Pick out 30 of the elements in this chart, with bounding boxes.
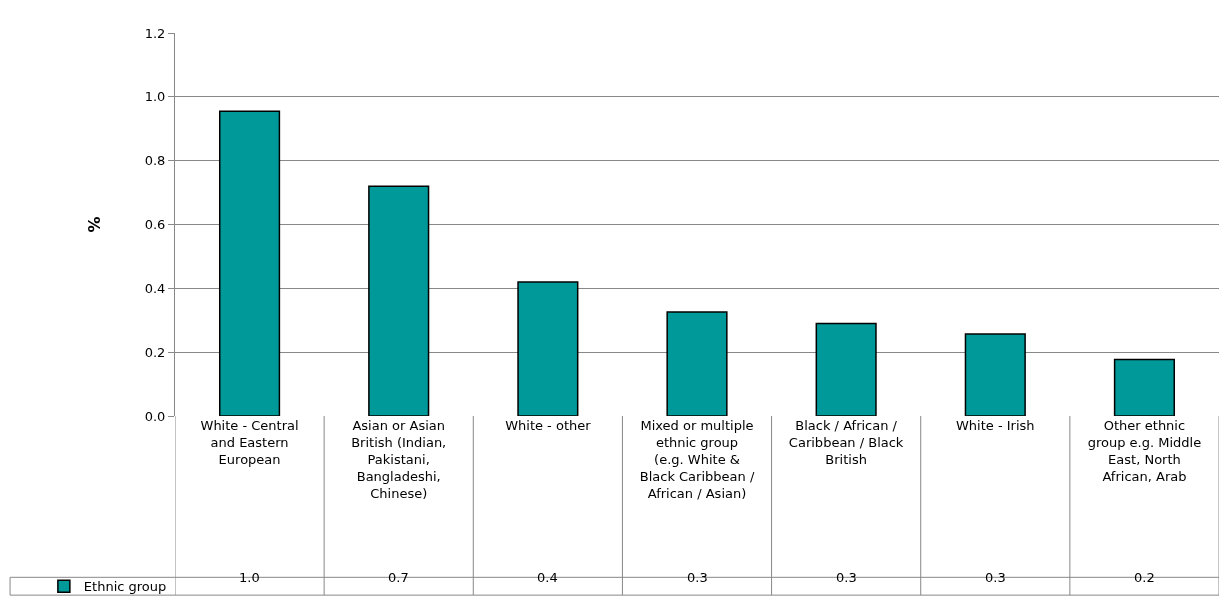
bar: [517, 281, 579, 416]
x-tick-label: White - other: [505, 418, 592, 433]
x-tick-label: Other ethnic group e.g. Middle East, North African, Arab: [1087, 418, 1202, 484]
data-label: 0.3: [687, 570, 708, 585]
x-tick-label: White - Irish: [956, 418, 1035, 433]
y-tick-label: 1.0: [144, 89, 166, 105]
data-label: 0.3: [836, 570, 857, 585]
y-tick-label: 0.2: [144, 344, 166, 360]
y-tick-label: 0.8: [144, 153, 166, 169]
data-label: 0.2: [1134, 570, 1155, 585]
y-tick-label: 0.0: [144, 408, 166, 424]
y-axis-title: %: [84, 216, 104, 233]
x-tick-label: Asian or Asian British (Indian, Pakistani, Bangladeshi, Chinese): [351, 418, 447, 501]
bar: [666, 311, 728, 416]
data-label: 0.4: [537, 570, 558, 585]
x-tick-label: White - Central and Eastern European: [200, 418, 299, 467]
x-tick-label: Mixed or multiple ethnic group (e.g. White & Black Caribbean / African / Asian): [639, 418, 755, 501]
legend-label: Ethnic group: [83, 579, 167, 595]
data-label: 0.7: [388, 570, 409, 585]
x-tick-label: Black / African / Caribbean / Black British: [788, 418, 904, 467]
y-tick-label: 0.6: [144, 217, 166, 233]
bar: [368, 185, 430, 416]
y-tick-label: 0.4: [144, 280, 166, 296]
bar: [218, 110, 281, 416]
bar: [1113, 358, 1176, 416]
bar: [964, 333, 1026, 416]
data-label: 1.0: [239, 570, 260, 585]
y-tick-label: 1.2: [144, 25, 166, 41]
data-label: 0.3: [985, 570, 1006, 585]
bar: [815, 322, 877, 416]
